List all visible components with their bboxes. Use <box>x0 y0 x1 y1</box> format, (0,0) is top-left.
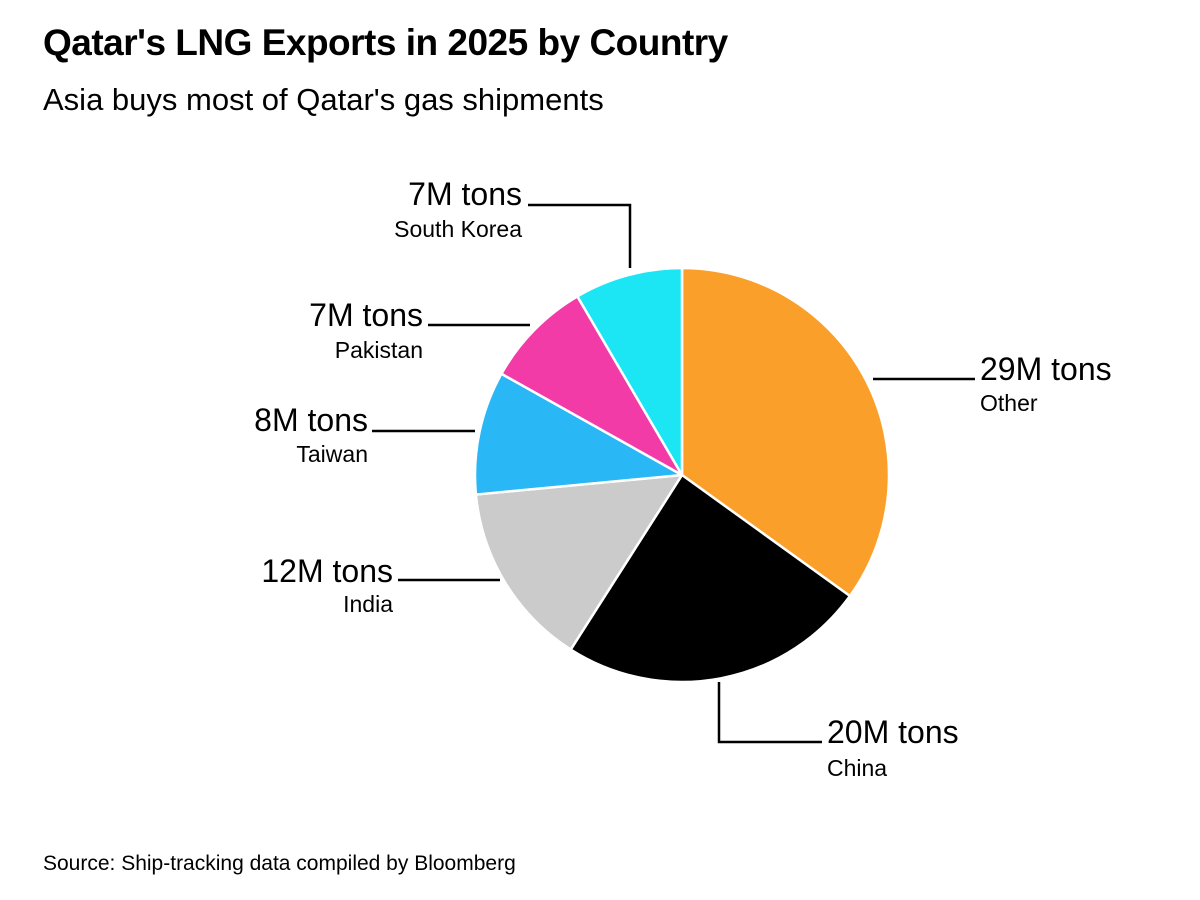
data-label-south-korea: 7M tons <box>408 176 522 212</box>
category-label-south-korea: South Korea <box>394 216 522 242</box>
data-label-pakistan: 7M tons <box>309 297 423 333</box>
pie-slice-china <box>569 473 852 684</box>
category-label-china: China <box>827 755 887 781</box>
pie-slice-south-korea <box>576 266 684 477</box>
leader-line-south-korea <box>528 203 632 268</box>
category-label-taiwan: Taiwan <box>296 441 368 467</box>
pie-slice-taiwan <box>473 372 684 496</box>
category-label-india: India <box>343 591 393 617</box>
pie-slice-pakistan <box>500 295 684 477</box>
chart-subtitle: Asia buys most of Qatar's gas shipments <box>43 82 604 117</box>
data-label-taiwan: 8M tons <box>254 402 368 438</box>
pie-slice-india <box>474 473 684 651</box>
chart-title: Qatar's LNG Exports in 2025 by Country <box>43 22 728 63</box>
leader-line-china <box>717 682 822 744</box>
data-label-other: 29M tons <box>980 351 1112 387</box>
data-label-india: 12M tons <box>261 553 393 589</box>
category-label-other: Other <box>980 390 1038 416</box>
data-label-china: 20M tons <box>827 714 959 750</box>
pie-slice-other <box>680 266 891 598</box>
category-label-pakistan: Pakistan <box>335 337 423 363</box>
source-note: Source: Ship-tracking data compiled by B… <box>43 852 516 875</box>
